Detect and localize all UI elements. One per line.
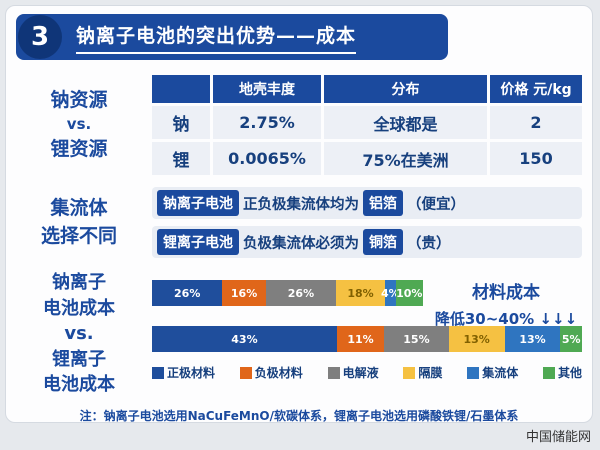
legend-swatch [467,366,480,379]
table-header-distribution: 分布 [324,75,487,103]
row-name: 锂 [152,142,210,175]
cost-comparison-section: 钠离子 电池成本 vs. 锂离子 电池成本 26% 16% 26% 18% 4% 10% … [16,270,582,398]
legend-swatch [327,366,340,379]
collector-note: （贵） [407,235,451,252]
legend-label: 负极材料 [254,366,303,380]
bar-segment: 26% [265,280,337,306]
battery-type-badge: 钠离子电池 [157,190,239,216]
watermark: 中国储能网 [525,430,591,445]
bar-segment: 26% [152,280,223,306]
legend-item: 正极材料 [152,364,215,381]
label-line: 钠资源 [50,88,108,111]
table-header-abundance: 地壳丰度 [213,75,321,103]
bar-segment: 4% [381,280,400,306]
label-line: 电池成本 [43,297,115,319]
legend-label: 集流体 [482,366,519,380]
legend-swatch [239,366,252,379]
table-header-price: 价格 元/kg [490,75,582,103]
bar-segment: 11% [336,326,385,352]
foil-badge: 铜箔 [363,229,403,255]
cost-reduction-annotation: 材料成本 降低30~40% ↓↓↓ [430,278,582,329]
title-bar: 3 钠离子电池的突出优势——成本 [16,14,448,60]
battery-type-badge: 锂离子电池 [157,229,239,255]
legend-label: 其他 [557,366,582,380]
slide-number-badge: 3 [18,15,62,59]
resource-section-label: 钠资源 vs. 锂资源 [16,75,142,175]
cost-section-label: 钠离子 电池成本 vs. 锂离子 电池成本 [16,270,142,398]
cell-abundance: 0.0065% [213,142,321,175]
collector-row-lithium: 锂离子电池 负极集流体必须为 铜箔 （贵） [152,226,582,258]
annotation-line: 材料成本 [472,283,540,303]
legend-item: 隔膜 [403,364,442,381]
page-title: 钠离子电池的突出优势——成本 [76,21,357,54]
resource-table: 地壳丰度 分布 价格 元/kg 钠 2.75% 全球都是 2 锂 0.0065%… [152,75,582,175]
foil-badge: 铝箔 [363,190,403,216]
legend-swatch [152,366,164,379]
legend-label: 正极材料 [167,366,216,380]
collector-text: 负极集流体必须为 [243,235,359,252]
bar-segment: 15% [384,326,449,352]
cell-abundance: 2.75% [213,106,321,139]
legend-swatch [403,366,416,379]
legend-item: 其他 [542,364,582,381]
bar-segment: 18% [336,280,385,306]
bar-segment: 13% [504,326,561,352]
annotation-line: 降低30~40% ↓↓↓ [434,310,578,328]
collector-section-label: 集流体 选择不同 [16,187,142,258]
cell-distribution: 全球都是 [324,106,487,139]
footnote: 注：钠离子电池选用NaCuFeMnO/软碳体系，锂离子电池选用磷酸铁锂/石墨体系 [79,408,519,423]
legend-label: 电解液 [342,366,379,380]
chart-legend: 正极材料 负极材料 电解液 隔膜 集流体 其他 [152,364,582,381]
label-line: 电池成本 [43,374,115,396]
cell-price: 2 [490,106,582,139]
cell-distribution: 75%在美洲 [324,142,487,175]
row-name: 钠 [152,106,210,139]
collector-text: 正负极集流体均为 [243,196,359,213]
bar-segment: 43% [152,326,337,352]
bar-segment: 5% [560,326,582,352]
label-line-vs: vs. [66,115,92,134]
legend-swatch [542,366,555,379]
label-line: 锂资源 [50,137,108,160]
label-line-vs: vs. [64,323,94,345]
resource-comparison-section: 钠资源 vs. 锂资源 地壳丰度 分布 价格 元/kg 钠 2.75% 全球都是… [16,75,582,175]
legend-item: 电解液 [327,364,379,381]
legend-item: 集流体 [467,364,518,381]
sodium-cost-bar: 26% 16% 26% 18% 4% 10% [152,280,423,306]
cell-price: 150 [490,142,582,175]
table-header-row: 地壳丰度 分布 价格 元/kg [152,75,582,103]
bar-segment: 10% [395,280,423,306]
collector-section: 集流体 选择不同 钠离子电池 正负极集流体均为 铝箔 （便宜） 锂离子电池 负极… [16,187,582,258]
collector-row-sodium: 钠离子电池 正负极集流体均为 铝箔 （便宜） [152,187,582,219]
table-header-empty [152,75,210,103]
label-line: 选择不同 [40,224,117,247]
bar-segment: 16% [222,280,266,306]
legend-item: 负极材料 [239,364,303,381]
table-row-sodium: 钠 2.75% 全球都是 2 [152,106,582,139]
slide-card: 3 钠离子电池的突出优势——成本 钠资源 vs. 锂资源 地壳丰度 分布 价格 … [5,5,593,423]
collector-note: （便宜） [407,196,465,213]
bar-segment: 13% [448,326,505,352]
label-line: 锂离子 [52,348,106,370]
lithium-cost-bar: 43% 11% 15% 13% 13% 5% [152,326,582,352]
stacked-bar-chart: 26% 16% 26% 18% 4% 10% 43% 11% 15% 13% 13% 5% 材料成本… [152,270,582,398]
label-line: 集流体 [50,196,108,219]
legend-label: 隔膜 [418,366,443,380]
table-row-lithium: 锂 0.0065% 75%在美洲 150 [152,142,582,175]
label-line: 钠离子 [52,272,106,293]
collector-rows: 钠离子电池 正负极集流体均为 铝箔 （便宜） 锂离子电池 负极集流体必须为 铜箔… [152,187,582,258]
